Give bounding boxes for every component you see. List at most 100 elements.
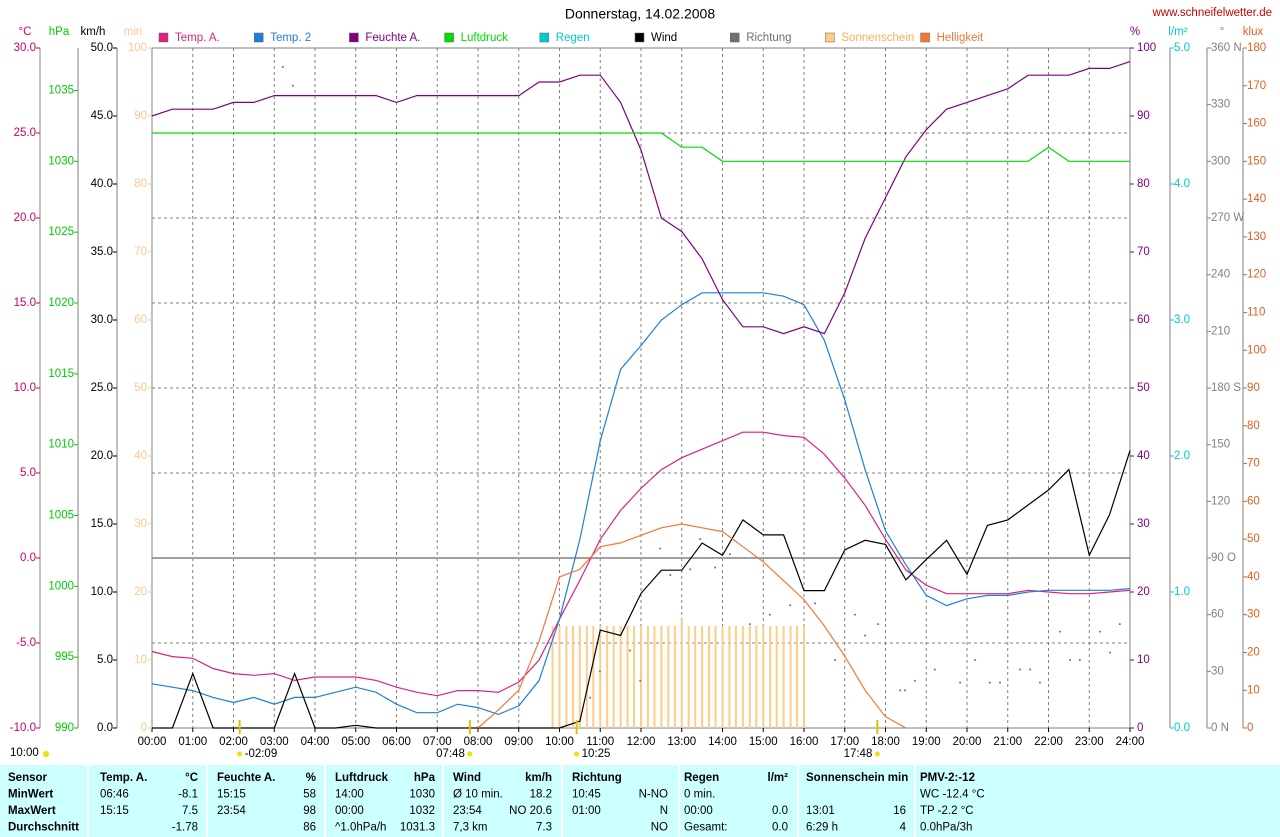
y-tick-label: 80 bbox=[1137, 178, 1150, 190]
sunshine-bar bbox=[653, 626, 656, 728]
y-tick-label: 1.0 bbox=[1174, 586, 1190, 598]
y-tick-label: 3.0 bbox=[1174, 314, 1190, 326]
y-tick-label: 140 bbox=[1247, 193, 1266, 205]
x-tick-label: 05:00 bbox=[341, 736, 370, 748]
sunshine-bar bbox=[558, 626, 561, 728]
y-tick-label: -10.0 bbox=[10, 722, 36, 734]
y-tick-label: 70 bbox=[1137, 246, 1150, 258]
y-tick-label: 30 bbox=[1137, 518, 1150, 530]
x-tick-label: 08:00 bbox=[464, 736, 493, 748]
sunshine-bar bbox=[755, 626, 758, 728]
y-tick-label: 80 bbox=[1247, 420, 1260, 432]
direction-dot bbox=[864, 634, 867, 637]
legend-swatch bbox=[158, 32, 169, 43]
sunshine-bar bbox=[619, 626, 622, 728]
table-cell: N-NO bbox=[639, 789, 668, 801]
y-tick-label: 10.0 bbox=[91, 586, 113, 598]
direction-dot bbox=[1118, 623, 1121, 626]
event-label: 07:48 bbox=[436, 748, 465, 760]
direction-dot bbox=[974, 659, 977, 661]
y-tick-label: 30.0 bbox=[14, 42, 36, 54]
y-tick-label: 35.0 bbox=[91, 246, 113, 258]
table-cell: MaxWert bbox=[8, 805, 56, 817]
direction-dot bbox=[669, 574, 672, 576]
y-tick-label: 20 bbox=[134, 586, 147, 598]
sunshine-bar bbox=[782, 626, 785, 728]
sunshine-bar bbox=[551, 626, 554, 728]
direction-dot bbox=[933, 668, 936, 671]
sunshine-bar bbox=[673, 626, 676, 728]
legend-swatch bbox=[253, 32, 264, 43]
direction-dot bbox=[913, 679, 916, 682]
direction-dot bbox=[899, 689, 902, 692]
y-tick-label: 4.0 bbox=[1174, 178, 1190, 190]
sunshine-bar bbox=[775, 626, 778, 728]
table-cell: 15:15 bbox=[217, 789, 246, 801]
table-cell: Ø 10 min. bbox=[453, 789, 503, 801]
table-cell: -8.1 bbox=[178, 789, 198, 801]
direction-dot bbox=[728, 553, 731, 556]
table-cell: ^1.0hPa/h bbox=[335, 822, 386, 834]
x-tick-label: 00:00 bbox=[138, 736, 167, 748]
sunshine-bar bbox=[565, 626, 568, 728]
legend-swatch bbox=[825, 32, 835, 43]
legend-swatch bbox=[539, 32, 550, 43]
table-header: l/m² bbox=[768, 772, 789, 784]
series-line bbox=[152, 450, 1131, 729]
y-tick-label: 300 bbox=[1211, 155, 1230, 167]
legend-label: Luftdruck bbox=[461, 32, 509, 44]
series-line bbox=[152, 132, 1130, 162]
direction-dot bbox=[1058, 630, 1061, 633]
y-tick-label: 40 bbox=[1137, 450, 1150, 462]
y-tick-label: 100 bbox=[1137, 42, 1156, 54]
table-cell: 15:15 bbox=[100, 805, 129, 817]
y-tick-label: 210 bbox=[1211, 325, 1230, 337]
sunshine-bar bbox=[592, 626, 595, 728]
table-cell: 4 bbox=[900, 822, 907, 834]
table-cell: 0.0 bbox=[772, 805, 788, 817]
x-tick-label: 19:00 bbox=[912, 736, 941, 748]
table-cell: 1031.3 bbox=[400, 822, 435, 834]
y-tick-label: 0 bbox=[141, 722, 147, 734]
sunshine-bar bbox=[633, 626, 636, 728]
direction-dot bbox=[999, 681, 1002, 684]
sunshine-bar bbox=[694, 626, 697, 728]
sunshine-bar bbox=[667, 626, 670, 728]
table-cell: 1030 bbox=[409, 789, 435, 801]
y-tick-label: 0 bbox=[1137, 722, 1143, 734]
y-tick-label: 40.0 bbox=[91, 178, 113, 190]
direction-dot bbox=[959, 681, 962, 684]
table-cell: Durchschnitt bbox=[8, 822, 79, 834]
sunshine-bar bbox=[701, 626, 704, 728]
y-tick-label: 20 bbox=[1137, 586, 1150, 598]
y-tick-label: 150 bbox=[1211, 439, 1230, 451]
table-header: Regen bbox=[684, 772, 719, 784]
y-tick-label: 90 O bbox=[1211, 552, 1236, 564]
y-tick-label: 0 N bbox=[1211, 722, 1229, 734]
axis-title: min bbox=[124, 26, 143, 38]
x-tick-label: 07:00 bbox=[423, 736, 452, 748]
table-cell: 1032 bbox=[409, 805, 435, 817]
axis-title: % bbox=[1130, 26, 1140, 38]
event-label: 10:25 bbox=[582, 748, 611, 760]
y-tick-label: 30 bbox=[134, 518, 147, 530]
axis-title: l/m² bbox=[1168, 26, 1187, 38]
table-cell: 86 bbox=[303, 822, 316, 834]
y-tick-label: 0.0 bbox=[1174, 722, 1190, 734]
table-cell: NO 20.6 bbox=[509, 805, 552, 817]
direction-dot bbox=[589, 696, 592, 699]
y-tick-label: 80 bbox=[134, 178, 147, 190]
legend-label: Richtung bbox=[746, 32, 791, 44]
table-header: PMV-2:-12 bbox=[920, 772, 975, 784]
table-cell: 13:01 bbox=[806, 805, 835, 817]
table-header: Luftdruck bbox=[335, 772, 389, 784]
y-tick-label: 270 W bbox=[1211, 212, 1244, 224]
table-cell: 00:00 bbox=[335, 805, 364, 817]
table-cell: 7.3 bbox=[536, 822, 552, 834]
legend-label: Wind bbox=[651, 32, 677, 44]
x-tick-label: 18:00 bbox=[871, 736, 900, 748]
x-tick-label: 09:00 bbox=[504, 736, 533, 748]
direction-dot bbox=[598, 670, 601, 673]
table-cell: -1.78 bbox=[172, 822, 198, 834]
